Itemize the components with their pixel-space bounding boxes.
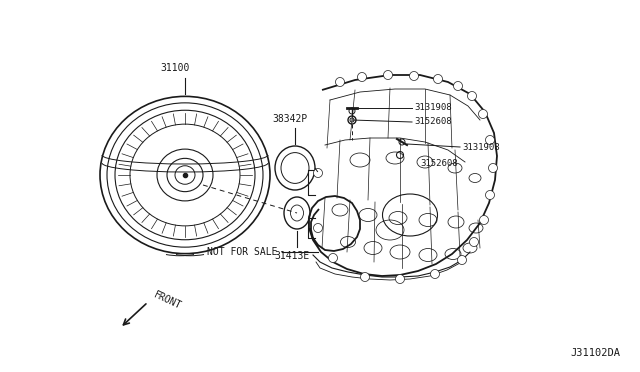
Circle shape bbox=[467, 92, 477, 100]
Circle shape bbox=[314, 224, 323, 232]
Circle shape bbox=[470, 237, 479, 247]
Circle shape bbox=[335, 77, 344, 87]
Text: J31102DA: J31102DA bbox=[570, 348, 620, 358]
Text: 31413E: 31413E bbox=[275, 251, 310, 261]
Circle shape bbox=[486, 135, 495, 144]
Text: 3131908: 3131908 bbox=[462, 142, 500, 151]
Text: 3152608: 3152608 bbox=[414, 118, 452, 126]
Circle shape bbox=[358, 73, 367, 81]
Text: NOT FOR SALE: NOT FOR SALE bbox=[207, 247, 278, 257]
Text: FRONT: FRONT bbox=[152, 289, 183, 311]
Circle shape bbox=[433, 74, 442, 83]
Text: 31100: 31100 bbox=[160, 63, 189, 73]
Circle shape bbox=[479, 215, 488, 224]
Circle shape bbox=[488, 164, 497, 173]
Circle shape bbox=[454, 81, 463, 90]
Circle shape bbox=[328, 253, 337, 263]
Text: 3131908: 3131908 bbox=[414, 103, 452, 112]
Circle shape bbox=[396, 275, 404, 283]
Circle shape bbox=[314, 169, 323, 177]
Circle shape bbox=[360, 273, 369, 282]
Circle shape bbox=[410, 71, 419, 80]
Text: 3152608: 3152608 bbox=[420, 158, 458, 167]
Text: 38342P: 38342P bbox=[273, 114, 308, 124]
Circle shape bbox=[458, 256, 467, 264]
Circle shape bbox=[486, 190, 495, 199]
Circle shape bbox=[383, 71, 392, 80]
Circle shape bbox=[431, 269, 440, 279]
Circle shape bbox=[479, 109, 488, 119]
